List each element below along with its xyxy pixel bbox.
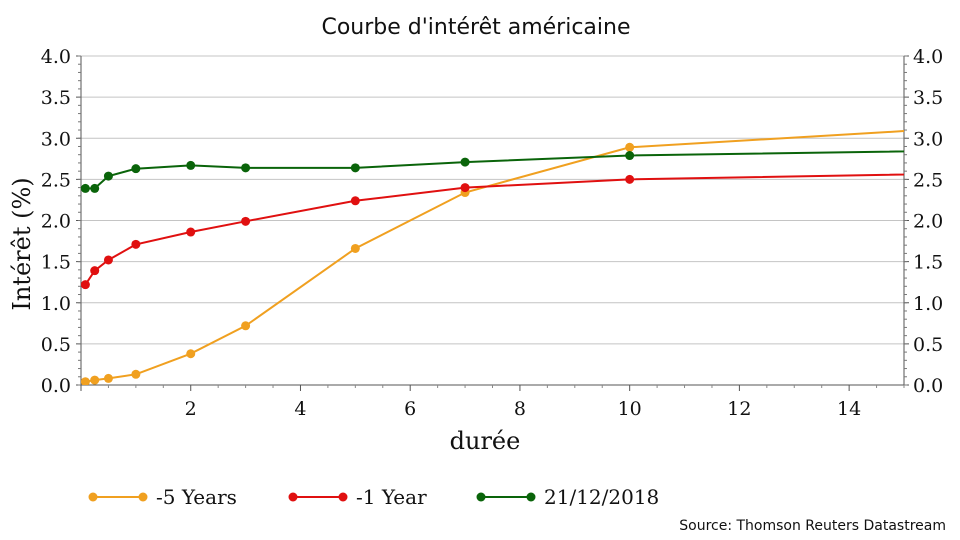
series-point bbox=[81, 280, 90, 290]
y-axis-left: 0.0 0.5 1.0 1.5 2.0 2.5 3.0 3.5 4.0 bbox=[41, 46, 81, 397]
y-left-tick-label: 2.0 bbox=[41, 211, 71, 233]
legend-item-3: 21/12/2018 bbox=[476, 485, 659, 509]
y-right-tick-label: 1.0 bbox=[913, 293, 943, 315]
series-point bbox=[186, 349, 196, 359]
y-right-tick-label: 1.5 bbox=[913, 252, 943, 274]
legend-label: -1 Year bbox=[356, 485, 427, 509]
legend-item-1: -5 Years bbox=[88, 485, 237, 509]
x-tick-label: 2 bbox=[185, 398, 197, 420]
legend-marker bbox=[88, 492, 98, 502]
x-tick-label: 14 bbox=[837, 398, 861, 420]
series-line bbox=[84, 173, 904, 286]
legend-marker bbox=[476, 492, 486, 502]
series-point bbox=[186, 227, 196, 237]
series-point bbox=[103, 255, 113, 265]
chart-title: Courbe d'intérêt américaine bbox=[321, 15, 630, 40]
series-point bbox=[81, 377, 90, 385]
x-axis-label: durée bbox=[450, 427, 521, 455]
legend-label: 21/12/2018 bbox=[544, 485, 659, 509]
y-left-tick-label: 3.0 bbox=[41, 128, 71, 150]
y-left-tick-label: 2.5 bbox=[41, 169, 71, 191]
y-left-tick-label: 1.5 bbox=[41, 252, 71, 274]
x-tick-label: 10 bbox=[618, 398, 642, 420]
y-right-tick-label: 2.5 bbox=[913, 169, 943, 191]
y-right-tick-label: 3.0 bbox=[913, 128, 943, 150]
series-point bbox=[131, 369, 141, 379]
series-point bbox=[350, 243, 360, 253]
x-tick-label: 6 bbox=[404, 398, 416, 420]
series-point bbox=[90, 183, 100, 193]
legend-marker bbox=[138, 492, 148, 502]
series-point bbox=[350, 196, 360, 206]
series-point bbox=[625, 151, 635, 161]
series-point bbox=[241, 216, 251, 226]
plot-area bbox=[81, 130, 904, 385]
series-1 bbox=[81, 130, 904, 385]
y-right-tick-label: 0.0 bbox=[913, 375, 943, 397]
y-left-tick-label: 1.0 bbox=[41, 293, 71, 315]
series-point bbox=[625, 142, 635, 152]
series-point bbox=[625, 174, 635, 184]
series-point bbox=[350, 163, 360, 173]
series-point bbox=[131, 239, 141, 249]
y-axis-right: 0.0 0.5 1.0 1.5 2.0 2.5 3.0 3.5 4.0 bbox=[904, 46, 943, 397]
legend-marker bbox=[526, 492, 536, 502]
y-left-tick-label: 0.5 bbox=[41, 334, 71, 356]
series-point bbox=[241, 163, 251, 173]
series-2 bbox=[81, 173, 904, 290]
x-tick-label: 12 bbox=[727, 398, 751, 420]
y-right-tick-label: 2.0 bbox=[913, 211, 943, 233]
y-axis-label: Intérêt (%) bbox=[8, 177, 36, 310]
legend-marker bbox=[338, 492, 348, 502]
x-axis: 2 4 6 8 10 12 14 bbox=[80, 385, 905, 420]
source-note: Source: Thomson Reuters Datastream bbox=[679, 518, 946, 534]
series-point bbox=[103, 171, 113, 181]
series-point bbox=[131, 164, 141, 174]
legend: -5 Years -1 Year 21/12/2018 bbox=[88, 485, 659, 509]
series-3 bbox=[81, 150, 904, 193]
grid-lines bbox=[81, 55, 904, 345]
series-point bbox=[81, 183, 90, 193]
series-line bbox=[85, 150, 904, 190]
legend-marker bbox=[288, 492, 298, 502]
series-point bbox=[90, 375, 100, 385]
y-right-tick-label: 3.5 bbox=[913, 87, 943, 109]
series-point bbox=[186, 160, 196, 170]
y-right-tick-label: 4.0 bbox=[913, 46, 943, 68]
series-point bbox=[460, 157, 470, 167]
x-tick-label: 4 bbox=[294, 398, 306, 420]
series-point bbox=[241, 321, 251, 331]
series-line bbox=[85, 130, 904, 383]
series-point bbox=[103, 373, 113, 383]
y-left-tick-label: 3.5 bbox=[41, 87, 71, 109]
legend-label: -5 Years bbox=[156, 485, 237, 509]
legend-item-2: -1 Year bbox=[288, 485, 427, 509]
y-left-tick-label: 4.0 bbox=[41, 46, 71, 68]
series-layer bbox=[81, 130, 904, 385]
series-point bbox=[90, 266, 100, 276]
y-right-tick-label: 0.5 bbox=[913, 334, 943, 356]
series-point bbox=[460, 183, 470, 193]
x-tick-label: 8 bbox=[514, 398, 526, 420]
y-left-tick-label: 0.0 bbox=[41, 375, 71, 397]
